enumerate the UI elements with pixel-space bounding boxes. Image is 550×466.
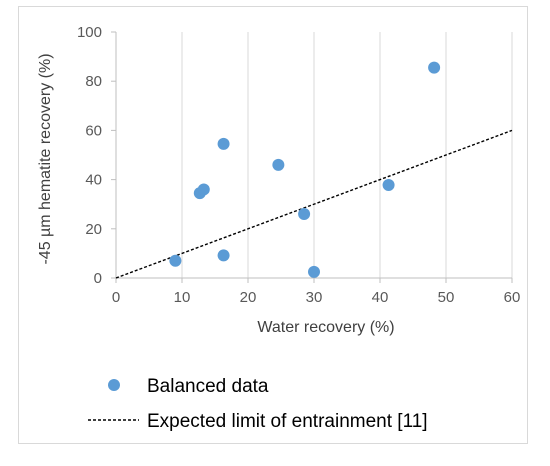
chart-frame [18,6,528,444]
data-point-3 [197,183,210,196]
x-tick-label-30: 30 [306,289,323,306]
x-tick-label-10: 10 [174,289,191,306]
x-tick-label-0: 0 [112,289,120,306]
series-points [169,61,441,278]
x-tick-label-60: 60 [504,289,521,306]
data-point-6 [272,158,285,171]
x-tick-label-40: 40 [372,289,389,306]
y-tick-label-0: 0 [94,270,102,287]
y-tick-label-80: 80 [85,73,102,90]
y-tick-label-40: 40 [85,172,102,189]
data-point-9 [382,179,395,192]
tick-labels: 0 10 20 30 40 50 60 0 20 40 60 80 100 [77,24,520,306]
data-point-8 [308,265,320,278]
data-point-7 [298,208,311,221]
legend-label-balanced-data: Balanced data [147,376,269,397]
data-point-4 [217,137,230,150]
series-lines [115,129,513,279]
legend-marker-balanced-data [108,379,120,391]
data-point-5 [217,249,230,262]
y-tick-label-60: 60 [85,122,102,139]
y-axis-label: -45 µm hematite recovery (%) [37,53,54,264]
x-axis-label: Water recovery (%) [257,319,394,336]
gridlines [181,32,513,278]
y-tick-label-100: 100 [77,24,102,41]
data-point-10 [428,61,441,74]
axes [111,31,513,283]
x-tick-label-50: 50 [438,289,455,306]
legend: Balanced data Expected limit of entrainm… [88,376,428,432]
y-tick-label-20: 20 [85,221,102,238]
legend-label-entrainment-limit: Expected limit of entrainment [11] [147,411,428,432]
data-point-1 [169,254,182,267]
x-tick-label-20: 20 [240,289,257,306]
entrainment-limit-line [115,129,513,279]
